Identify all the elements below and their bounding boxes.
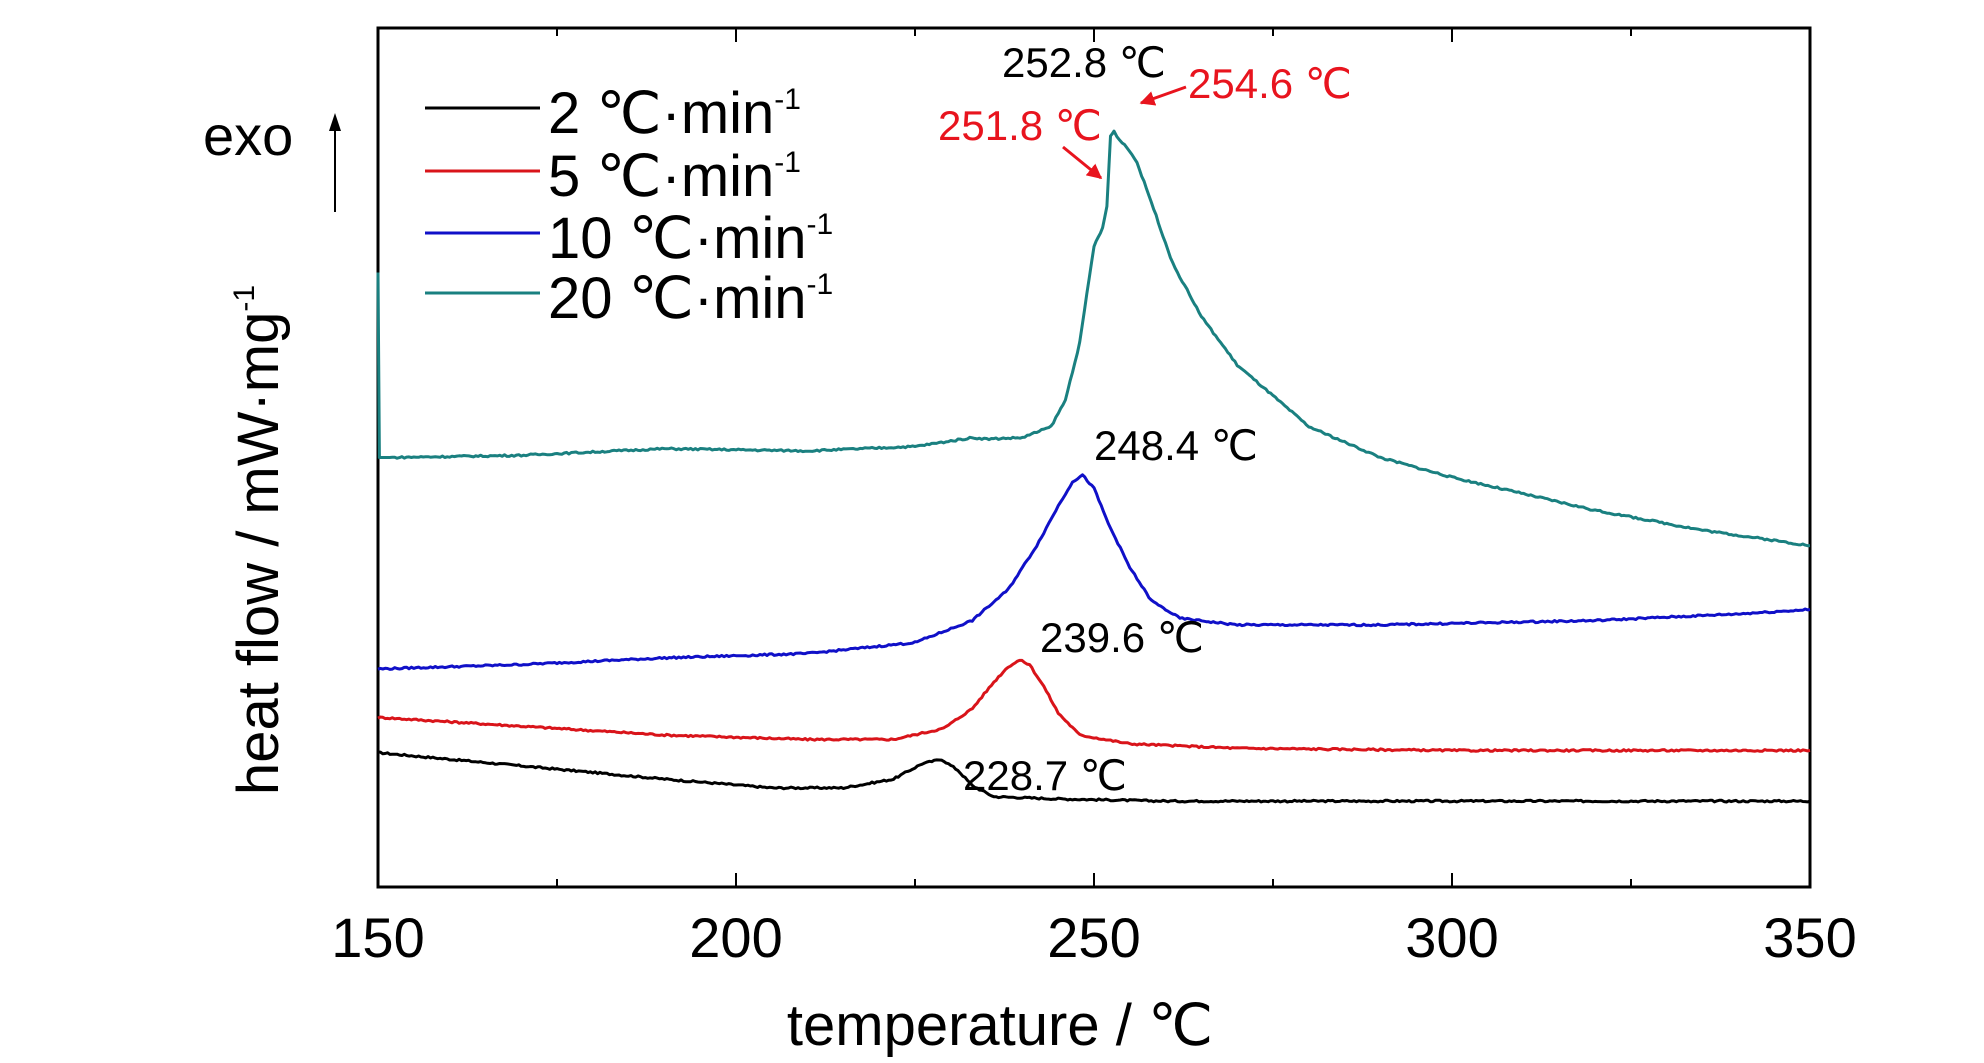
legend-label: 2 ℃·min-1 [548, 81, 801, 146]
peak-arrow-icon [1062, 145, 1103, 180]
x-axis-ticks [377, 28, 1811, 887]
x-tick-label: 200 [689, 906, 782, 969]
series-line-1 [377, 750, 1811, 804]
peak-label: 248.4 ℃ [1094, 422, 1258, 469]
peak-label: 251.8 ℃ [938, 102, 1102, 149]
x-tick-label: 300 [1405, 906, 1498, 969]
peak-label: 239.6 ℃ [1040, 614, 1204, 661]
legend-label: 10 ℃·min-1 [548, 206, 833, 271]
legend-label-text: 5 ℃·min [548, 144, 774, 209]
legend-label-sup: -1 [774, 83, 801, 116]
y-axis-title: heat flow / mW·mg-1 [226, 285, 291, 795]
peak-label: 228.7 ℃ [963, 752, 1127, 799]
legend-label-sup: -1 [807, 268, 834, 301]
x-tick-label: 250 [1047, 906, 1140, 969]
series-line-4 [376, 129, 1811, 548]
y-axis-title-text: heat flow / mW·mg [226, 312, 291, 795]
series-lines [376, 129, 1811, 804]
legend-label: 5 ℃·min-1 [548, 144, 801, 209]
exo-arrowhead-icon [329, 113, 341, 131]
legend-label-text: 10 ℃·min [548, 206, 807, 271]
peak-annotations: 228.7 ℃ 239.6 ℃ 248.4 ℃ 252.8 ℃ 251.8 ℃ 254.6… [938, 39, 1352, 799]
x-axis-title: temperature / ℃ [787, 993, 1213, 1058]
series-line-2 [377, 658, 1811, 753]
legend-label-text: 2 ℃·min [548, 81, 774, 146]
y-axis-title-sup: -1 [228, 285, 261, 312]
legend-label: 20 ℃·min-1 [548, 266, 833, 331]
peak-arrow-icon [1139, 85, 1187, 106]
x-tick-label: 350 [1763, 906, 1856, 969]
legend-label-sup: -1 [807, 208, 834, 241]
x-tick-label: 150 [331, 906, 424, 969]
legend-label-text: 20 ℃·min [548, 266, 807, 331]
legend: 2 ℃·min-15 ℃·min-110 ℃·min-120 ℃·min-1 [425, 81, 833, 331]
peak-label: 254.6 ℃ [1188, 60, 1352, 107]
legend-label-sup: -1 [774, 146, 801, 179]
series-line-3 [377, 473, 1811, 671]
peak-label: 252.8 ℃ [1002, 39, 1166, 86]
x-axis-tick-labels: 150 200 250 300 350 [331, 906, 1856, 969]
exo-label: exo [203, 104, 293, 167]
